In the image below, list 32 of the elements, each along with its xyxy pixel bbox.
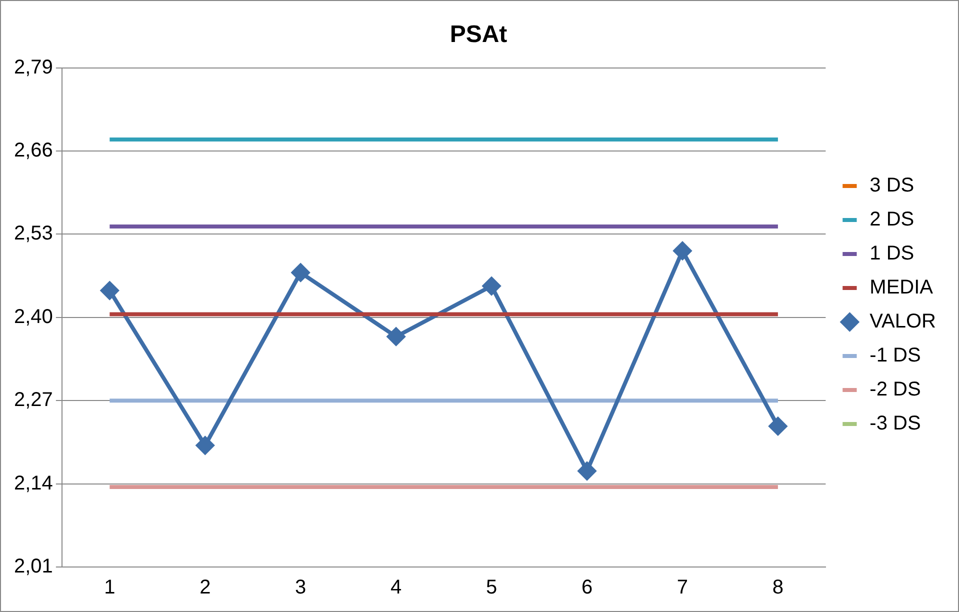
y-tick-label: 2,53 bbox=[14, 222, 53, 245]
x-tick-label: 2 bbox=[200, 576, 211, 599]
y-tick-label: 2,27 bbox=[14, 389, 53, 412]
x-tick-label: 5 bbox=[486, 576, 498, 599]
y-tick-label: 2,79 bbox=[14, 56, 53, 78]
x-tick-label: 3 bbox=[295, 576, 306, 599]
x-tick-label: 8 bbox=[772, 576, 784, 599]
x-tick-label: 6 bbox=[581, 576, 593, 599]
legend-label: VALOR bbox=[870, 310, 936, 333]
y-tick-label: 2,01 bbox=[14, 556, 53, 578]
point bbox=[768, 417, 787, 436]
point bbox=[673, 242, 692, 260]
legend-label: -3 DS bbox=[870, 412, 921, 435]
x-tick-label: 4 bbox=[390, 576, 402, 599]
x-tick-label: 7 bbox=[676, 576, 688, 599]
point bbox=[196, 436, 214, 454]
point bbox=[292, 264, 310, 282]
legend-label: 3 DS bbox=[870, 174, 914, 197]
chart-title: PSAt bbox=[450, 21, 508, 48]
point bbox=[387, 328, 406, 346]
legend-label: MEDIA bbox=[870, 276, 934, 299]
legend-label: 2 DS bbox=[870, 208, 914, 231]
point bbox=[100, 282, 119, 300]
legend-label: -2 DS bbox=[870, 378, 921, 401]
x-tick-label: 1 bbox=[104, 576, 116, 599]
y-tick-label: 2,14 bbox=[14, 472, 53, 494]
legend-label: 1 DS bbox=[870, 242, 914, 265]
y-tick-label: 2,40 bbox=[14, 306, 53, 328]
legend-label: -1 DS bbox=[870, 344, 921, 367]
point bbox=[578, 462, 596, 480]
point bbox=[482, 277, 501, 296]
y-tick-label: 2,66 bbox=[14, 140, 53, 162]
